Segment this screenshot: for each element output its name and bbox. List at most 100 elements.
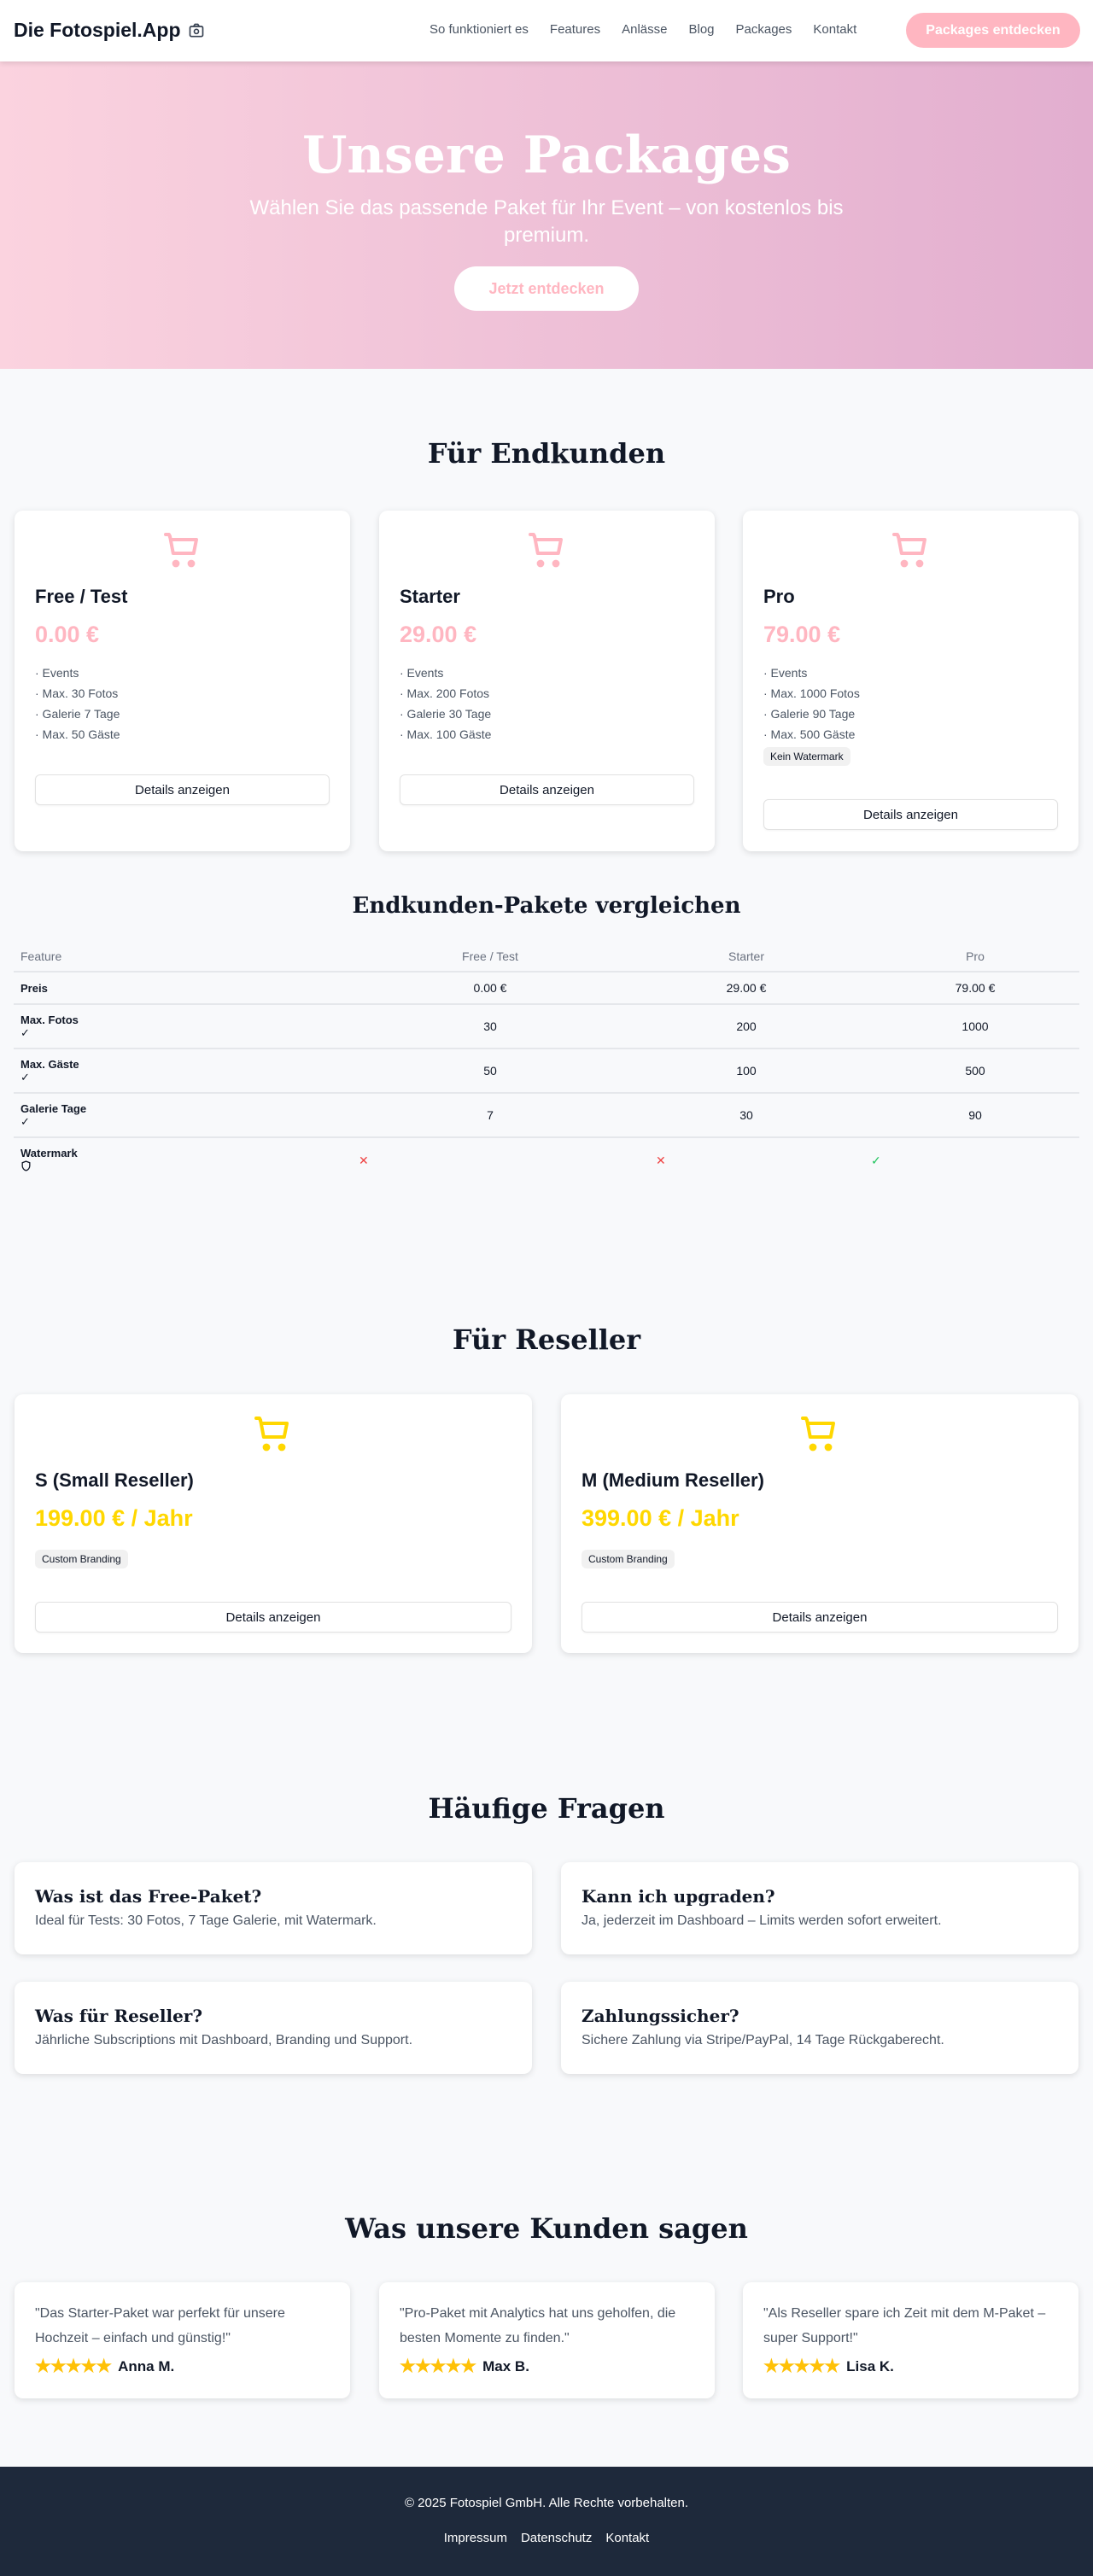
nav-anlaesse[interactable]: Anlässe xyxy=(622,22,668,37)
col-feature: Feature xyxy=(14,941,359,973)
faq-item: Was ist das Free-Paket? Ideal für Tests: … xyxy=(15,1862,532,1954)
feature-item: · Max. 100 Gäste xyxy=(400,727,492,741)
package-card: Free / Test 0.00 € · Events · Max. 30 Foto… xyxy=(15,511,350,851)
star-rating-icon: ★★★★★ xyxy=(763,2357,840,2376)
feature-label: Max. Gäste ✓ xyxy=(14,1049,359,1094)
nav-kontakt[interactable]: Kontakt xyxy=(813,22,857,37)
table-row: Galerie Tage ✓ 7 30 90 xyxy=(14,1093,1079,1138)
package-name: S (Small Reseller) xyxy=(35,1469,194,1491)
faq-question: Zahlungssicher? xyxy=(582,2006,739,2026)
faq-question: Was ist das Free-Paket? xyxy=(35,1886,262,1907)
faq-item: Was für Reseller? Jährliche Subscriptions… xyxy=(15,1982,532,2074)
site-header: Die Fotospiel.App So funktioniert es Fea… xyxy=(0,0,1093,61)
package-name: Free / Test xyxy=(35,586,128,607)
shield-icon xyxy=(20,1159,359,1175)
star-rating-icon: ★★★★★ xyxy=(35,2357,112,2376)
details-button[interactable]: Details anzeigen xyxy=(35,774,330,805)
footer-link-impressum[interactable]: Impressum xyxy=(443,2531,507,2545)
details-button[interactable]: Details anzeigen xyxy=(400,774,694,805)
testimonial-card: "Als Reseller spare ich Zeit mit dem M-P… xyxy=(743,2282,1078,2398)
testimonial-quote: "Als Reseller spare ich Zeit mit dem M-P… xyxy=(763,2306,1046,2345)
nav-so-funktioniert-es[interactable]: So funktioniert es xyxy=(430,22,529,37)
table-row: Watermark ✕ ✕ ✓ xyxy=(14,1137,1079,1183)
feature-list: · Events · Max. 30 Fotos · Galerie 7 Tage ·… xyxy=(35,663,120,745)
check-icon: ✓ xyxy=(871,1154,881,1167)
package-price: 199.00 € / Jahr xyxy=(35,1505,193,1531)
testimonial-author: Lisa K. xyxy=(846,2357,894,2374)
check-icon: ✓ xyxy=(20,1114,30,1128)
col-starter: Starter xyxy=(622,941,871,973)
feature-list: · Events · Max. 200 Fotos · Galerie 30 Tag… xyxy=(400,663,491,745)
cell-value: 0.00 € xyxy=(359,972,622,1005)
feature-item: · Events xyxy=(400,666,444,680)
endkunden-title: Für Endkunden xyxy=(427,437,666,470)
feature-badge: Custom Branding xyxy=(582,1550,675,1568)
reseller-card: S (Small Reseller) 199.00 € / Jahr Custo… xyxy=(15,1394,532,1653)
package-price: 79.00 € xyxy=(763,622,841,647)
logo[interactable]: Die Fotospiel.App xyxy=(14,19,205,42)
testimonial-card: "Pro-Paket mit Analytics hat uns geholfe… xyxy=(379,2282,715,2398)
reseller-title: Für Reseller xyxy=(452,1323,641,1356)
table-row: Max. Gäste ✓ 50 100 500 xyxy=(14,1049,1079,1094)
nav-blog[interactable]: Blog xyxy=(688,22,715,37)
cross-icon: ✕ xyxy=(359,1154,369,1167)
reseller-card: M (Medium Reseller) 399.00 € / Jahr Cust… xyxy=(561,1394,1078,1653)
cart-icon xyxy=(801,1417,835,1452)
feature-badge: Kein Watermark xyxy=(763,747,850,766)
feature-item: · Galerie 30 Tage xyxy=(400,707,492,721)
jetzt-entdecken-button[interactable]: Jetzt entdecken xyxy=(454,266,639,311)
package-price: 399.00 € / Jahr xyxy=(582,1505,739,1531)
testimonial-quote: "Pro-Paket mit Analytics hat uns geholfe… xyxy=(400,2306,676,2345)
feature-label: Galerie Tage ✓ xyxy=(14,1093,359,1138)
package-name: M (Medium Reseller) xyxy=(582,1469,764,1491)
cell-value: 1000 xyxy=(871,1004,1079,1049)
footer-link-datenschutz[interactable]: Datenschutz xyxy=(520,2531,593,2545)
packages-entdecken-button[interactable]: Packages entdecken xyxy=(906,13,1080,48)
feature-item: · Galerie 90 Tage xyxy=(763,707,856,721)
feature-badge: Custom Branding xyxy=(35,1550,128,1568)
faq-answer: Jährliche Subscriptions mit Dashboard, B… xyxy=(35,2033,413,2047)
feature-label: Watermark xyxy=(14,1137,359,1183)
testimonial-author: Max B. xyxy=(482,2357,529,2374)
faq-answer: Ja, jederzeit im Dashboard – Limits werd… xyxy=(582,1913,942,1928)
package-price: 0.00 € xyxy=(35,622,100,647)
table-row: Preis 0.00 €29.00 €79.00 € xyxy=(14,972,1079,1005)
feature-label: Preis xyxy=(14,972,359,1005)
cell-value: 200 xyxy=(622,1004,871,1049)
cart-icon xyxy=(163,533,198,568)
package-card: Starter 29.00 € · Events · Max. 200 Fotos ·… xyxy=(379,511,715,851)
feature-list: · Events · Max. 1000 Fotos · Galerie 90 Ta… xyxy=(763,663,860,745)
testimonial-author: Anna M. xyxy=(118,2357,175,2374)
details-button[interactable]: Details anzeigen xyxy=(763,799,1058,830)
feature-item: · Galerie 7 Tage xyxy=(35,707,120,721)
footer-link-kontakt[interactable]: Kontakt xyxy=(605,2531,650,2545)
feature-item: · Events xyxy=(35,666,79,680)
feature-item: · Max. 200 Fotos xyxy=(400,686,490,700)
details-button[interactable]: Details anzeigen xyxy=(35,1602,511,1633)
main-nav: So funktioniert es Features Anlässe Blog… xyxy=(430,22,856,37)
faq-item: Zahlungssicher? Sichere Zahlung via Strip… xyxy=(561,1982,1078,2074)
cell-value: 30 xyxy=(622,1093,871,1138)
col-pro: Pro xyxy=(871,941,1079,973)
faq-title: Häufige Fragen xyxy=(428,1792,665,1825)
details-button[interactable]: Details anzeigen xyxy=(582,1602,1058,1633)
feature-item: · Events xyxy=(763,666,808,680)
package-price: 29.00 € xyxy=(400,622,477,647)
nav-features[interactable]: Features xyxy=(549,22,601,37)
feature-label: Max. Fotos ✓ xyxy=(14,1004,359,1049)
package-card: Pro 79.00 € · Events · Max. 1000 Fotos · Ga… xyxy=(743,511,1078,851)
feature-item: · Max. 50 Gäste xyxy=(35,727,120,741)
feature-item: · Max. 30 Fotos xyxy=(35,686,119,700)
package-name: Starter xyxy=(400,586,460,607)
cell-value: 29.00 € xyxy=(622,972,871,1005)
hero: Unsere Packages Wählen Sie das passende … xyxy=(0,61,1093,369)
cart-icon xyxy=(891,533,926,568)
check-icon: ✓ xyxy=(20,1025,30,1039)
cell-value: 90 xyxy=(871,1093,1079,1138)
cell-value: 500 xyxy=(871,1049,1079,1094)
nav-packages[interactable]: Packages xyxy=(735,22,792,37)
cell-value: 79.00 € xyxy=(871,972,1079,1005)
logo-text: Die Fotospiel.App xyxy=(14,19,181,41)
cell-value: 7 xyxy=(359,1093,622,1138)
faq-question: Was für Reseller? xyxy=(35,2006,203,2026)
